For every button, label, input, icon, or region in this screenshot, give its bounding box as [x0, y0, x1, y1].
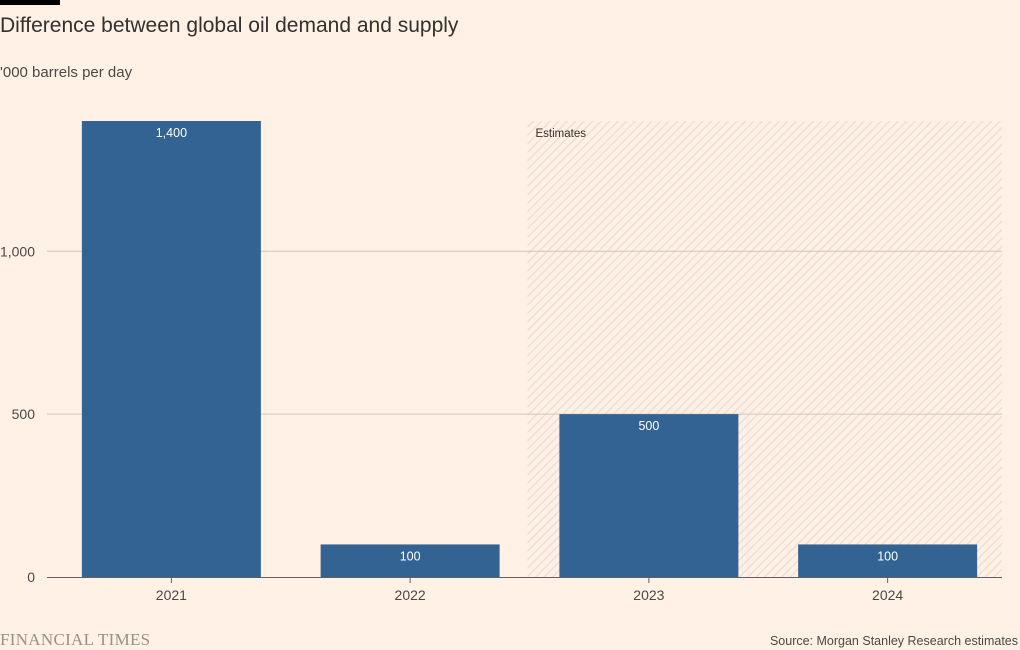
chart-subtitle: '000 barrels per day [0, 64, 133, 81]
data-label: 500 [638, 419, 659, 433]
bar-2021 [81, 121, 261, 577]
bar-2023 [559, 414, 739, 577]
bar-2024 [798, 544, 978, 577]
data-label: 100 [400, 549, 421, 563]
y-tick-label: 1,000 [0, 243, 35, 259]
x-tick-label: 2022 [395, 587, 426, 603]
y-tick-label: 500 [12, 406, 36, 422]
ft-logo: FINANCIAL TIMES [0, 630, 151, 649]
bar-2022 [320, 544, 500, 577]
x-tick-label: 2024 [872, 587, 903, 603]
x-tick-label: 2023 [633, 587, 664, 603]
y-tick-label: 0 [27, 569, 35, 585]
chart-title: Difference between global oil demand and… [0, 14, 459, 37]
top-rule [0, 0, 60, 5]
source-note: Source: Morgan Stanley Research estimate… [769, 634, 1018, 648]
data-label: 100 [877, 549, 898, 563]
x-tick-label: 2021 [156, 587, 187, 603]
estimates-label: Estimates [536, 128, 587, 140]
data-label: 1,400 [156, 126, 187, 140]
